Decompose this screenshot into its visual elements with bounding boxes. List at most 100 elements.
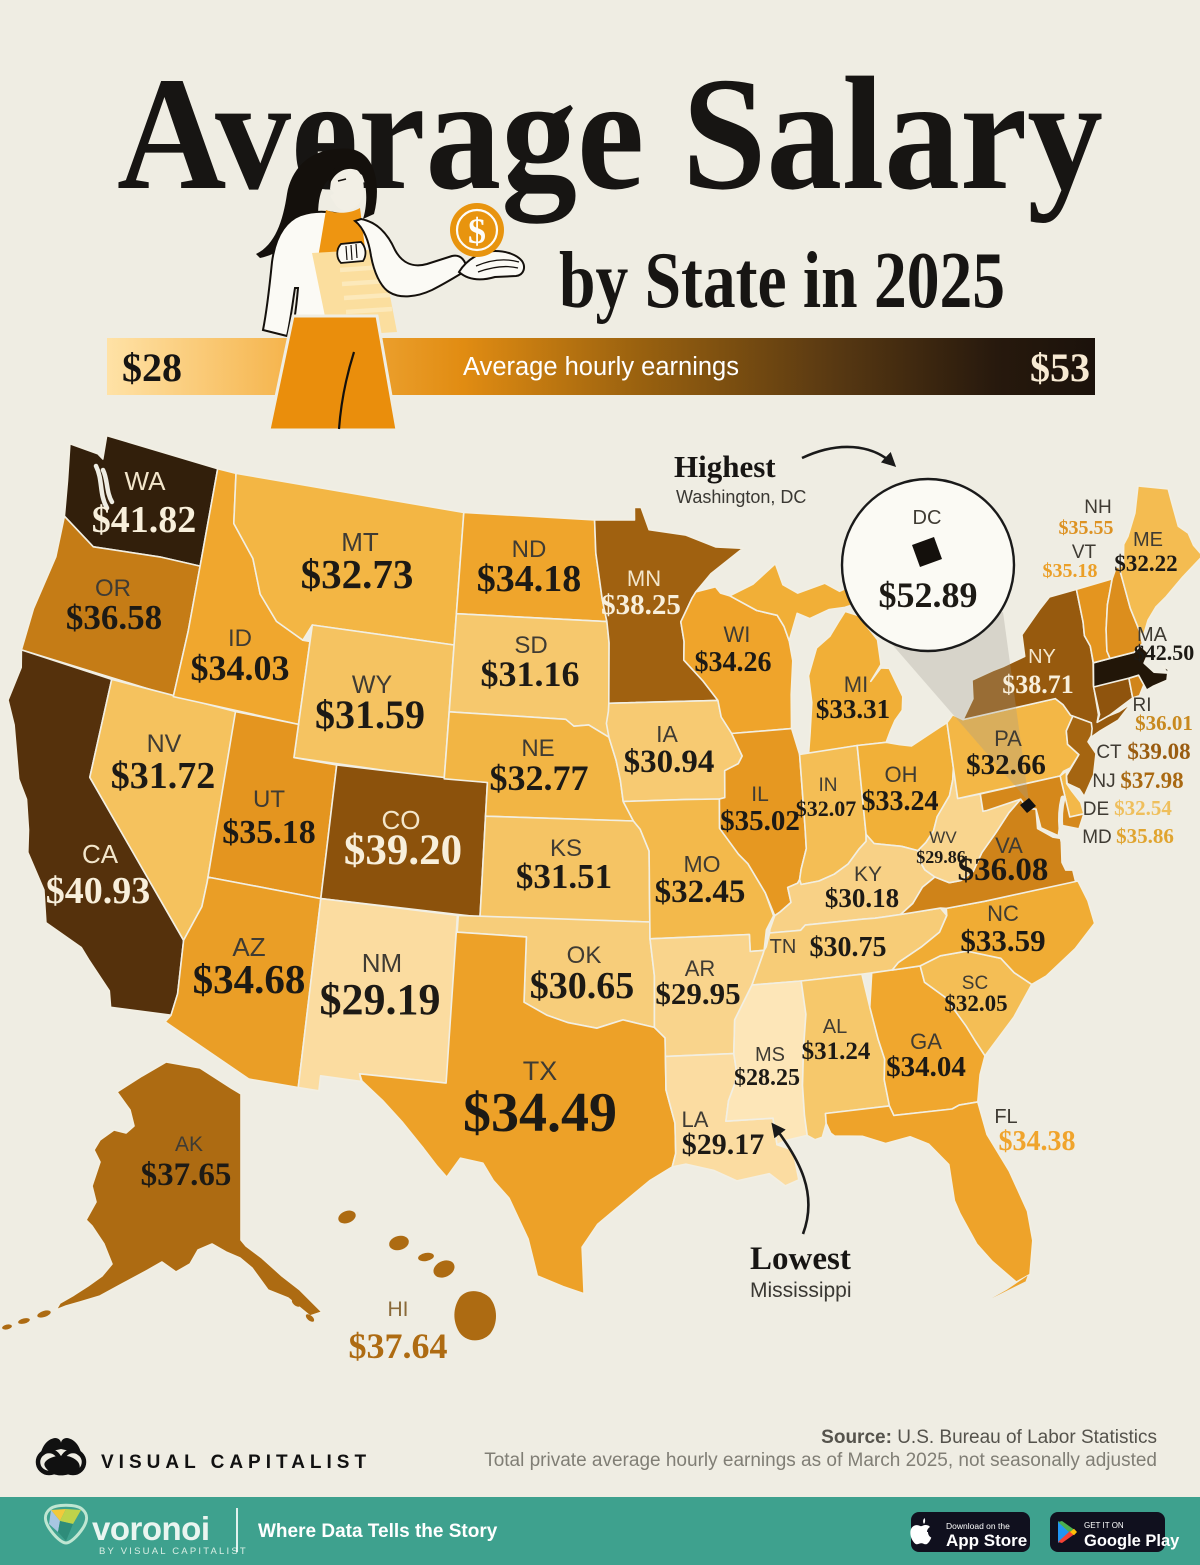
svg-text:$28.25: $28.25 <box>734 1065 800 1091</box>
svg-text:$32.66: $32.66 <box>966 749 1046 781</box>
svg-text:$37.98: $37.98 <box>1120 768 1183 793</box>
svg-text:$30.18: $30.18 <box>825 883 899 913</box>
svg-text:$53: $53 <box>1030 345 1090 390</box>
svg-text:ND: ND <box>512 536 547 563</box>
svg-text:OK: OK <box>567 942 602 969</box>
svg-text:DC: DC <box>913 507 942 529</box>
svg-text:$34.38: $34.38 <box>999 1126 1076 1157</box>
svg-text:voronoi: voronoi <box>92 1510 210 1547</box>
svg-text:$29.95: $29.95 <box>655 976 740 1011</box>
svg-text:BY VISUAL CAPITALIST: BY VISUAL CAPITALIST <box>99 1546 248 1557</box>
svg-text:Where Data Tells the Story: Where Data Tells the Story <box>258 1521 498 1542</box>
svg-text:$29.17: $29.17 <box>682 1128 765 1161</box>
svg-text:$35.02: $35.02 <box>720 805 800 837</box>
svg-text:$42.50: $42.50 <box>1134 640 1195 665</box>
svg-text:DE: DE <box>1083 799 1109 820</box>
svg-text:$34.18: $34.18 <box>477 558 582 600</box>
svg-text:MA: MA <box>1137 624 1168 646</box>
svg-text:$39.08: $39.08 <box>1127 739 1190 764</box>
svg-text:by State in 2025: by State in 2025 <box>559 237 1005 325</box>
svg-text:RI: RI <box>1133 695 1152 716</box>
svg-text:NV: NV <box>147 730 182 758</box>
svg-text:Lowest: Lowest <box>750 1241 851 1277</box>
svg-text:VA: VA <box>995 833 1023 858</box>
svg-text:$36.58: $36.58 <box>66 598 162 637</box>
svg-text:$31.16: $31.16 <box>481 654 580 694</box>
svg-text:AL: AL <box>823 1016 847 1038</box>
svg-text:$32.45: $32.45 <box>655 874 746 910</box>
svg-text:$30.65: $30.65 <box>530 965 635 1007</box>
svg-text:WV: WV <box>929 828 957 847</box>
svg-text:$29.19: $29.19 <box>320 975 441 1024</box>
svg-text:UT: UT <box>253 786 285 813</box>
svg-text:AZ: AZ <box>232 932 265 962</box>
svg-text:$32.22: $32.22 <box>1114 551 1177 576</box>
svg-text:$35.18: $35.18 <box>222 814 316 851</box>
svg-text:Highest: Highest <box>674 449 776 484</box>
svg-text:TX: TX <box>523 1056 558 1086</box>
svg-text:$30.94: $30.94 <box>624 744 715 780</box>
svg-text:Average Salary: Average Salary <box>117 45 1103 224</box>
svg-text:ID: ID <box>228 625 252 652</box>
svg-text:HI: HI <box>388 1298 409 1321</box>
svg-text:WY: WY <box>352 671 393 699</box>
svg-text:App Store: App Store <box>946 1531 1027 1550</box>
svg-text:GA: GA <box>910 1029 942 1054</box>
svg-text:$31.72: $31.72 <box>111 755 216 797</box>
svg-text:NM: NM <box>362 948 402 978</box>
svg-text:$38.71: $38.71 <box>1002 670 1074 699</box>
svg-text:$39.20: $39.20 <box>344 827 462 874</box>
svg-text:$37.65: $37.65 <box>141 1157 232 1193</box>
svg-text:$: $ <box>468 211 486 251</box>
svg-text:OH: OH <box>885 762 918 787</box>
svg-text:Mississippi: Mississippi <box>750 1279 852 1302</box>
svg-text:Total private average hourly e: Total private average hourly earnings as… <box>484 1450 1157 1471</box>
svg-text:NE: NE <box>521 735 554 762</box>
svg-text:Washington, DC: Washington, DC <box>676 487 806 507</box>
svg-text:Download on the: Download on the <box>946 1521 1010 1531</box>
svg-text:VISUAL CAPITALIST: VISUAL CAPITALIST <box>101 1452 371 1473</box>
svg-text:$35.18: $35.18 <box>1043 560 1098 582</box>
svg-text:NJ: NJ <box>1092 771 1115 792</box>
svg-text:$32.54: $32.54 <box>1114 796 1172 820</box>
svg-text:CA: CA <box>82 839 119 869</box>
svg-text:$34.49: $34.49 <box>463 1082 617 1144</box>
svg-text:ME: ME <box>1133 529 1163 551</box>
svg-text:IA: IA <box>656 721 678 747</box>
svg-text:AK: AK <box>175 1133 203 1156</box>
svg-text:Google Play: Google Play <box>1084 1532 1180 1550</box>
svg-text:IN: IN <box>819 775 838 796</box>
svg-text:Average hourly earnings: Average hourly earnings <box>463 353 739 381</box>
svg-text:$38.25: $38.25 <box>601 589 681 621</box>
svg-text:MO: MO <box>683 851 720 877</box>
svg-text:$34.03: $34.03 <box>191 648 290 688</box>
svg-text:$34.04: $34.04 <box>886 1051 966 1083</box>
svg-text:OR: OR <box>95 575 131 602</box>
svg-text:NH: NH <box>1084 497 1111 518</box>
svg-text:WI: WI <box>724 622 751 647</box>
svg-text:KS: KS <box>550 835 582 862</box>
svg-text:$32.07: $32.07 <box>796 796 857 821</box>
svg-text:NC: NC <box>987 901 1019 926</box>
svg-text:TN: TN <box>770 936 797 958</box>
svg-text:CT: CT <box>1096 742 1122 763</box>
svg-text:$31.59: $31.59 <box>315 692 425 737</box>
svg-text:$30.75: $30.75 <box>810 932 887 963</box>
svg-text:IL: IL <box>751 783 769 806</box>
svg-text:$34.26: $34.26 <box>695 647 772 678</box>
svg-text:$32.73: $32.73 <box>301 551 414 597</box>
svg-text:KY: KY <box>854 863 882 886</box>
svg-text:NY: NY <box>1028 646 1056 668</box>
svg-text:$35.55: $35.55 <box>1059 517 1114 539</box>
svg-text:SC: SC <box>962 973 988 994</box>
svg-text:PA: PA <box>994 726 1022 751</box>
svg-text:LA: LA <box>682 1107 709 1132</box>
svg-text:$28: $28 <box>122 345 182 390</box>
svg-text:$33.31: $33.31 <box>816 694 890 724</box>
svg-text:VT: VT <box>1072 542 1097 563</box>
svg-text:$33.24: $33.24 <box>862 786 939 817</box>
svg-text:GET IT ON: GET IT ON <box>1084 1521 1124 1530</box>
svg-text:$33.59: $33.59 <box>960 923 1045 958</box>
svg-text:$52.89: $52.89 <box>879 575 978 615</box>
svg-text:MT: MT <box>341 527 379 557</box>
